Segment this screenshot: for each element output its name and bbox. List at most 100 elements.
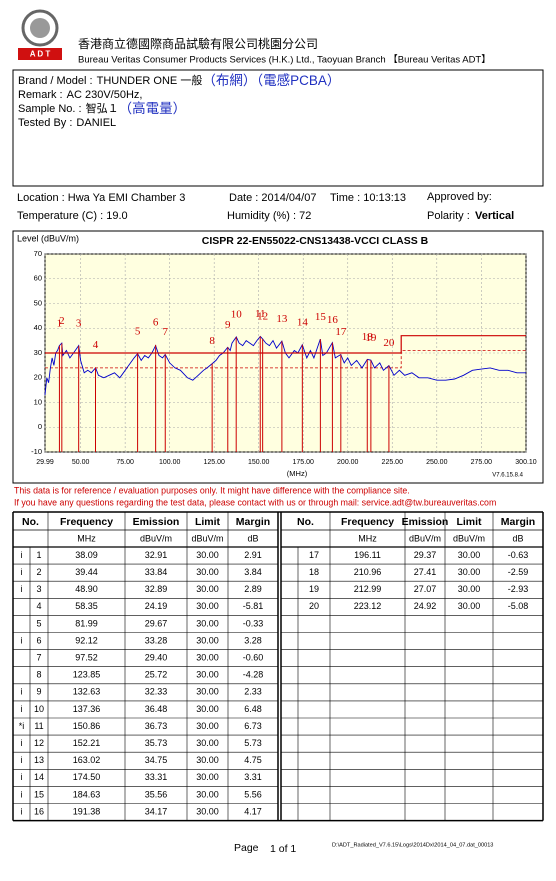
table-cell: 30.00: [458, 601, 481, 611]
table-cell: i: [21, 567, 23, 577]
peak-label: 11: [255, 308, 266, 320]
table-cell: 17: [309, 550, 319, 560]
table-cell: 30.00: [196, 772, 219, 782]
table-cell: 5.73: [244, 738, 262, 748]
table-cell: 2: [36, 567, 41, 577]
table-cell: 174.50: [73, 772, 101, 782]
table-cell: 123.85: [73, 670, 101, 680]
temperature: Temperature (C) : 19.0: [17, 210, 128, 222]
info-label: Brand / Model :: [18, 75, 93, 87]
table-cell: 12: [34, 738, 44, 748]
table-cell: 33.84: [145, 567, 168, 577]
x-tick-label: 125.00: [203, 459, 225, 466]
table-cell: 30.00: [196, 601, 219, 611]
chart-title: CISPR 22-EN55022-CNS13438-VCCI CLASS B: [202, 235, 429, 247]
margin-line: [45, 350, 526, 369]
column-unit: dBuV/m: [140, 533, 172, 543]
peak-label: 20: [383, 337, 395, 349]
table-cell: 30.00: [196, 670, 219, 680]
column-header: Margin: [236, 516, 270, 528]
table-cell: 30.00: [196, 550, 219, 560]
peak-label: 8: [209, 335, 215, 347]
peak-label: 19: [365, 332, 377, 344]
peak-label: 5: [135, 325, 141, 337]
table-cell: 3.84: [244, 567, 262, 577]
x-tick-label: 29.99: [36, 459, 54, 466]
table-cell: -2.93: [508, 584, 529, 594]
table-cell: 34.17: [145, 806, 168, 816]
peak-label: 2: [59, 315, 65, 327]
table-cell: 30.00: [196, 618, 219, 628]
table-cell: 132.63: [73, 687, 101, 697]
y-tick-label: 30: [34, 348, 42, 357]
peak-label: 1: [57, 317, 63, 329]
info-line: Tested By : DANIEL: [18, 117, 116, 129]
table-cell: 6.73: [244, 721, 262, 731]
peak-label: 10: [231, 308, 243, 320]
info-label: Sample No. :: [18, 103, 82, 115]
table-cell: 30.00: [196, 567, 219, 577]
x-axis-label: (MHz): [287, 469, 308, 478]
x-tick-label: 150.00: [248, 459, 270, 466]
x-tick-label: 100.00: [159, 459, 181, 466]
table-cell: i: [21, 755, 23, 765]
table-cell: -2.59: [508, 567, 529, 577]
table-cell: -5.08: [508, 601, 529, 611]
table-cell: 32.91: [145, 550, 168, 560]
table-cell: 4.75: [244, 755, 262, 765]
table-cell: 19: [309, 584, 319, 594]
table-cell: i: [21, 789, 23, 799]
x-tick-label: 75.00: [116, 459, 134, 466]
x-tick-label: 200.00: [337, 459, 359, 466]
table-cell: 24.92: [414, 601, 437, 611]
column-header: Limit: [456, 516, 482, 528]
table-cell: 30.00: [196, 635, 219, 645]
info-value: DANIEL: [76, 117, 116, 129]
logo-bar: [18, 48, 62, 60]
table-cell: 212.99: [354, 584, 382, 594]
table-cell: -0.33: [243, 618, 264, 628]
table-cell: 163.02: [73, 755, 101, 765]
table-cell: 2.33: [244, 687, 262, 697]
info-value: 智弘１: [86, 101, 119, 115]
table-cell: 36.48: [145, 704, 168, 714]
table-cell: 3.28: [244, 635, 262, 645]
table-cell: 30.00: [196, 584, 219, 594]
column-header: No.: [22, 516, 39, 528]
y-axis-label: Level (dBuV/m): [17, 233, 79, 243]
table-cell: i: [21, 738, 23, 748]
table-cell: 13: [34, 755, 44, 765]
table-cell: 29.40: [145, 653, 168, 663]
table-cell: 210.96: [354, 567, 382, 577]
table-cell: i: [21, 806, 23, 816]
table-cell: 152.21: [73, 738, 101, 748]
table-cell: 6: [36, 635, 41, 645]
info-box: [12, 69, 544, 187]
y-tick-label: 60: [34, 274, 42, 283]
table-cell: 2.91: [244, 550, 262, 560]
table-cell: 15: [34, 789, 44, 799]
column-unit: MHz: [358, 533, 377, 543]
trace: [44, 335, 526, 396]
table-cell: -0.63: [508, 550, 529, 560]
column-header: Emission: [133, 516, 180, 528]
table-cell: 196.11: [354, 550, 381, 560]
y-tick-label: 70: [34, 249, 42, 258]
table-cell: 35.56: [145, 789, 168, 799]
table-cell: 3: [36, 584, 41, 594]
version: V7.6.15.8.4: [492, 473, 523, 479]
page-label: Page: [234, 842, 259, 854]
table-cell: 29.67: [145, 618, 168, 628]
table-cell: 4.17: [244, 806, 262, 816]
table-cell: 223.12: [354, 601, 382, 611]
table-cell: 29.37: [414, 550, 437, 560]
table-cell: 32.89: [145, 584, 168, 594]
x-tick-label: 50.00: [72, 459, 90, 466]
logo-ring: [21, 9, 59, 47]
x-tick-label: 300.10: [515, 459, 537, 466]
table-cell: 48.90: [75, 584, 98, 594]
page-number: 1 of 1: [270, 843, 296, 855]
table-cell: -0.60: [243, 653, 264, 663]
peak-label: 3: [76, 317, 82, 329]
